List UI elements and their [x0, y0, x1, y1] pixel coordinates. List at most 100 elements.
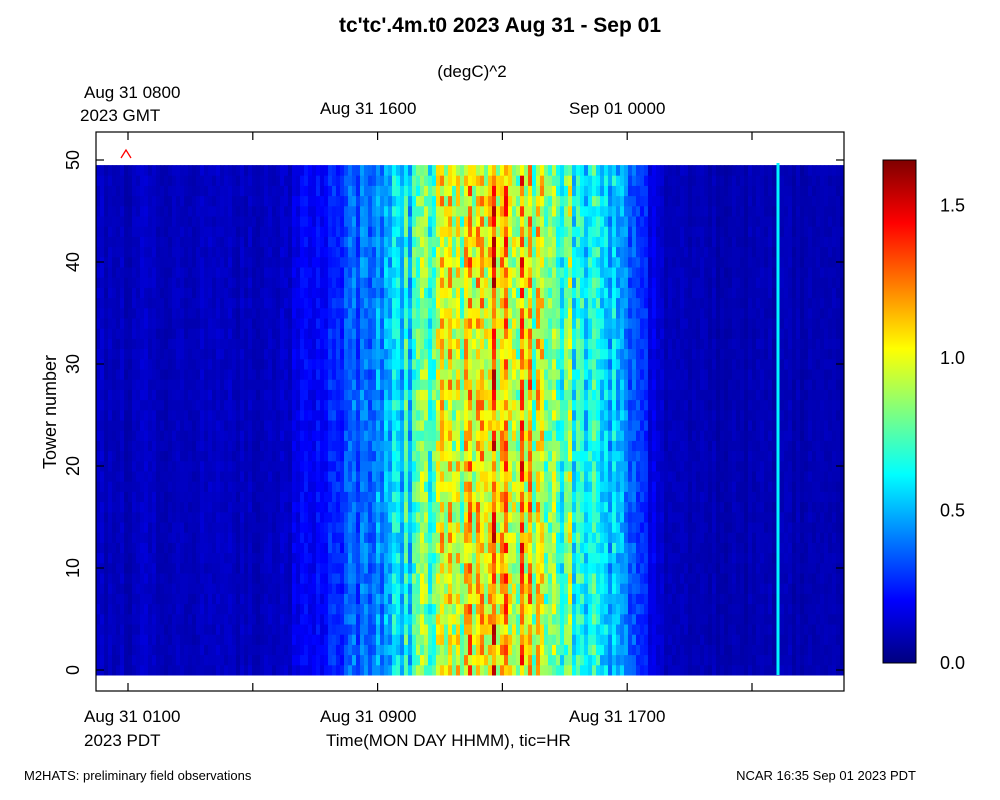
- heatmap-cell: [448, 450, 453, 462]
- heatmap-cell: [152, 501, 157, 513]
- heatmap-cell: [100, 318, 105, 329]
- heatmap-cell: [188, 552, 193, 564]
- heatmap-cell: [428, 267, 433, 278]
- heatmap-cell: [404, 654, 409, 666]
- heatmap-cell: [264, 267, 269, 278]
- heatmap-cell: [172, 236, 177, 248]
- heatmap-cell: [468, 185, 473, 197]
- heatmap-cell: [272, 348, 277, 360]
- heatmap-cell: [144, 440, 149, 452]
- heatmap-cell: [388, 654, 393, 666]
- heatmap-cell: [424, 532, 429, 543]
- heatmap-cell: [112, 348, 117, 360]
- heatmap-cell: [132, 603, 137, 615]
- heatmap-cell: [452, 562, 457, 574]
- heatmap-cell: [180, 216, 185, 227]
- heatmap-cell: [376, 297, 381, 309]
- heatmap-cell: [352, 287, 357, 299]
- heatmap-cell: [260, 399, 265, 411]
- heatmap-cell: [268, 267, 273, 278]
- heatmap-cell: [184, 491, 189, 503]
- heatmap-cell: [324, 430, 329, 441]
- heatmap-cell: [264, 246, 269, 258]
- heatmap-cell: [316, 644, 321, 656]
- heatmap-cell: [160, 634, 165, 645]
- heatmap-cell: [212, 603, 217, 615]
- heatmap-cell: [160, 369, 165, 380]
- heatmap-cell: [472, 420, 477, 431]
- heatmap-cell: [304, 522, 309, 533]
- heatmap-cell: [400, 277, 405, 288]
- heatmap-cell: [452, 216, 457, 227]
- heatmap-cell: [440, 552, 445, 564]
- heatmap-cell: [460, 634, 465, 645]
- heatmap-cell: [196, 491, 201, 503]
- heatmap-cell: [348, 450, 353, 462]
- heatmap-cell: [316, 420, 321, 431]
- heatmap-cell: [256, 420, 261, 431]
- heatmap-cell: [200, 583, 205, 594]
- heatmap-cell: [396, 277, 401, 288]
- heatmap-cell: [228, 267, 233, 278]
- heatmap-cell: [472, 664, 477, 676]
- heatmap-cell: [452, 409, 457, 421]
- heatmap-cell: [268, 328, 273, 339]
- heatmap-cell: [364, 593, 369, 605]
- heatmap-cell: [400, 481, 405, 492]
- heatmap-cell: [472, 644, 477, 656]
- heatmap-cell: [360, 654, 365, 666]
- heatmap-cell: [452, 511, 457, 523]
- heatmap-cell: [180, 471, 185, 482]
- heatmap-cell: [388, 634, 393, 645]
- heatmap-cell: [364, 348, 369, 360]
- heatmap-cell: [268, 277, 273, 288]
- heatmap-cell: [332, 277, 337, 288]
- heatmap-cell: [232, 185, 237, 197]
- heatmap-cell: [220, 256, 225, 268]
- heatmap-cell: [444, 195, 449, 207]
- heatmap-cell: [148, 369, 153, 380]
- heatmap-cell: [448, 654, 453, 666]
- heatmap-cell: [244, 664, 249, 676]
- heatmap-cell: [144, 573, 149, 584]
- heatmap-cell: [188, 511, 193, 523]
- heatmap-cell: [464, 389, 469, 401]
- heatmap-cell: [408, 409, 413, 421]
- heatmap-cell: [252, 634, 257, 645]
- heatmap-cell: [264, 522, 269, 533]
- heatmap-cell: [292, 205, 297, 217]
- heatmap-cell: [340, 338, 345, 350]
- heatmap-cell: [336, 287, 341, 299]
- heatmap-cell: [460, 246, 465, 258]
- heatmap-cell: [152, 583, 157, 594]
- heatmap-cell: [228, 430, 233, 441]
- heatmap-cell: [356, 246, 361, 258]
- heatmap-cell: [176, 471, 181, 482]
- heatmap-cell: [180, 328, 185, 339]
- heatmap-cell: [336, 348, 341, 360]
- heatmap-cell: [112, 573, 117, 584]
- heatmap-cell: [116, 287, 121, 299]
- heatmap-cell: [224, 562, 229, 574]
- heatmap-cell: [312, 603, 317, 615]
- heatmap-cell: [464, 236, 469, 248]
- heatmap-cell: [396, 593, 401, 605]
- heatmap-cell: [224, 389, 229, 401]
- heatmap-cell: [428, 430, 433, 441]
- heatmap-cell: [376, 460, 381, 472]
- heatmap-cell: [400, 328, 405, 339]
- heatmap-cell: [196, 379, 201, 390]
- heatmap-cell: [188, 328, 193, 339]
- heatmap-cell: [144, 389, 149, 401]
- heatmap-cell: [288, 348, 293, 360]
- heatmap-cell: [400, 532, 405, 543]
- heatmap-cell: [200, 522, 205, 533]
- heatmap-cell: [148, 246, 153, 258]
- heatmap-cell: [376, 195, 381, 207]
- heatmap-cell: [340, 613, 345, 625]
- heatmap-cell: [280, 654, 285, 666]
- heatmap-cell: [200, 287, 205, 299]
- heatmap-cell: [432, 369, 437, 380]
- heatmap-cell: [260, 409, 265, 421]
- heatmap-cell: [464, 552, 469, 564]
